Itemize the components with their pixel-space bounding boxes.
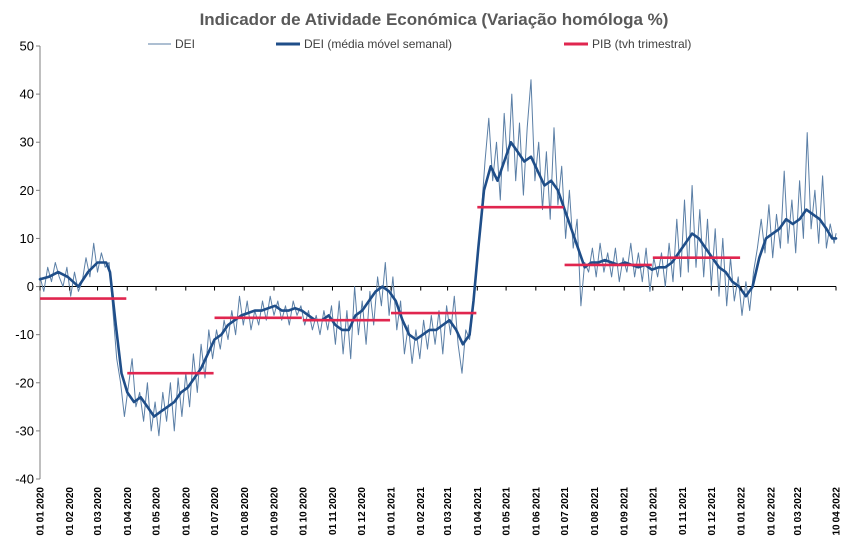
x-tick-label: 01 03 2022 (793, 487, 804, 536)
y-tick-label: -20 (15, 375, 34, 390)
legend-label-pib: PIB (tvh trimestral) (592, 37, 691, 51)
x-tick-label: 01 03 2021 (443, 487, 454, 536)
x-tick-label: 01 08 2021 (590, 487, 601, 536)
x-tick-label: 01 02 2020 (65, 487, 76, 536)
x-tick-label: 01 06 2021 (531, 487, 542, 536)
y-tick-label: 50 (20, 39, 34, 54)
y-axis-ticks: 50 40 30 20 10 0 -10 -20 -30 -40 (15, 39, 40, 487)
x-tick-label: 01 04 2020 (123, 487, 134, 536)
x-tick-label: 01 03 2020 (93, 487, 104, 536)
x-tick-label: 01 05 2021 (502, 487, 513, 536)
y-tick-label: 20 (20, 183, 34, 198)
legend-label-dei-mm: DEI (média móvel semanal) (304, 37, 452, 51)
x-tick-label: 01 01 2022 (737, 487, 748, 536)
x-tick-label: 01 04 2021 (473, 487, 484, 536)
x-tick-label: 01 11 2020 (328, 487, 339, 535)
axes (39, 46, 836, 479)
x-tick-label: 01 06 2020 (181, 487, 192, 536)
y-tick-label: 10 (20, 231, 34, 246)
y-tick-label: -10 (15, 327, 34, 342)
x-tick-label: 01 05 2020 (152, 487, 163, 536)
x-tick-label: 01 11 2021 (678, 487, 689, 535)
y-tick-label: 30 (20, 135, 34, 150)
x-tick-label: 01 10 2021 (648, 487, 659, 536)
x-tick-label: 01 09 2021 (620, 487, 631, 536)
x-axis-ticks: 01 01 2020 01 02 2020 01 03 2020 01 04 2020… (36, 286, 843, 536)
y-tick-label: 40 (20, 87, 34, 102)
x-tick-label: 01 12 2020 (357, 487, 368, 536)
series-line-dei-mm (38, 140, 838, 418)
x-tick-label: 10 04 2022 (832, 487, 843, 536)
x-tick-label: 01 09 2020 (270, 487, 281, 536)
x-tick-label: 01 08 2020 (240, 487, 251, 536)
legend: DEI DEI (média móvel semanal) PIB (tvh t… (148, 37, 691, 51)
x-tick-label: 01 02 2021 (416, 487, 427, 536)
series-layer (38, 79, 838, 437)
x-tick-label: 01 07 2021 (560, 487, 571, 536)
y-tick-label: -30 (15, 423, 34, 438)
x-tick-label: 01 01 2021 (387, 487, 398, 536)
chart-title: Indicador de Atividade Económica (Variaç… (200, 10, 669, 29)
x-tick-label: 01 10 2020 (298, 487, 309, 536)
legend-label-dei: DEI (175, 37, 195, 51)
y-tick-label: 0 (27, 279, 34, 294)
x-tick-label: 01 01 2020 (36, 487, 47, 536)
x-tick-label: 01 07 2020 (210, 487, 221, 536)
x-tick-label: 01 12 2021 (707, 487, 718, 536)
y-tick-label: -40 (15, 472, 34, 487)
x-tick-label: 01 02 2022 (766, 487, 777, 536)
